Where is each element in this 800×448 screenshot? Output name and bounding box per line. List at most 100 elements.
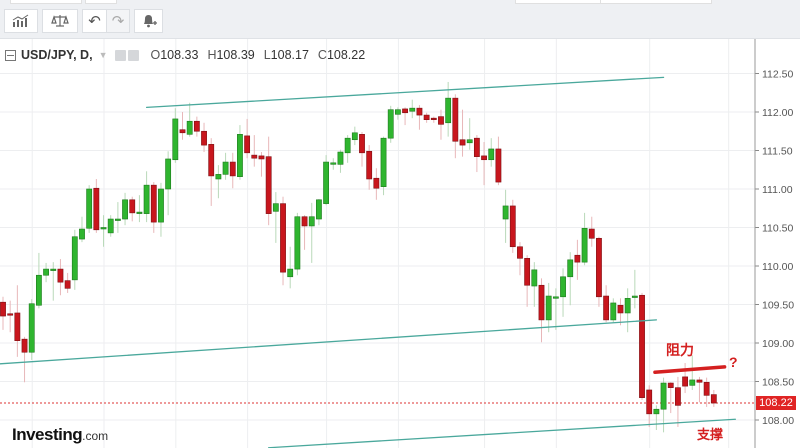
candle-body: [667, 382, 674, 388]
candle-body: [624, 298, 631, 314]
candle-body: [394, 109, 401, 115]
candle-body: [79, 228, 85, 240]
candle-body: [402, 108, 408, 114]
chart-legend: USD/JPY, D, ▼ O108.33 H108.39 L108.17 C1…: [5, 48, 365, 62]
y-tick-label: 111.00: [762, 184, 793, 196]
candle-body: [21, 338, 28, 353]
candle-body: [258, 155, 265, 160]
collapse-legend-icon[interactable]: [5, 49, 16, 61]
candle-body: [251, 154, 258, 159]
candle-body: [201, 130, 207, 146]
candle-body: [481, 155, 487, 161]
candle-body: [35, 274, 42, 306]
candle-body: [179, 129, 186, 134]
candle-body: [222, 161, 229, 175]
candle-body: [660, 382, 667, 410]
candle-body: [581, 227, 588, 263]
y-tick-label: 108.50: [762, 377, 794, 389]
lower-channel-trendline: [0, 319, 658, 365]
redo-button[interactable]: ↷: [106, 9, 130, 33]
compare-button[interactable]: [42, 9, 78, 33]
undo-button[interactable]: ↶: [82, 9, 106, 33]
candle-body: [531, 269, 538, 287]
candle-body: [509, 205, 516, 248]
candle-body: [301, 216, 308, 227]
candle-body: [631, 295, 638, 298]
candle-body: [359, 134, 365, 154]
candle-body: [567, 259, 574, 278]
candle-body: [430, 117, 437, 120]
candle-body: [617, 304, 624, 314]
visibility-icon[interactable]: [115, 49, 127, 61]
candle-body: [524, 257, 531, 286]
y-tick-label: 109.00: [762, 338, 794, 350]
candle-body: [208, 144, 215, 177]
candle-body: [0, 301, 6, 317]
candle-body: [423, 114, 430, 121]
candle-body: [294, 216, 301, 270]
investing-logo[interactable]: Investing.com: [12, 425, 109, 444]
candle-body: [237, 134, 243, 177]
candle-body: [366, 150, 373, 180]
candle-body: [136, 211, 143, 214]
y-tick-label: 112.50: [762, 69, 793, 81]
candle-body: [387, 109, 394, 139]
alert-bell-plus-icon: [143, 15, 157, 28]
candle-body: [682, 376, 688, 387]
undo-icon: ↶: [88, 13, 101, 30]
candle-body: [107, 218, 114, 234]
candle-body: [100, 227, 107, 230]
candle-body: [416, 107, 423, 116]
symbol-label[interactable]: USD/JPY, D,: [21, 48, 93, 62]
candle-body: [409, 107, 416, 112]
toolbar-tab[interactable]: [85, 0, 117, 4]
candle-body: [272, 203, 279, 212]
candle-body: [229, 161, 236, 177]
candle-body: [639, 294, 645, 398]
candle-body: [172, 118, 179, 161]
y-tick-label: 110.50: [762, 223, 793, 235]
candle-body: [466, 139, 473, 144]
candle-body: [265, 156, 272, 214]
candle-body: [445, 97, 452, 124]
candle-body: [488, 148, 495, 161]
symbol-dropdown-icon[interactable]: ▼: [98, 50, 108, 60]
candle-body: [43, 268, 49, 276]
candle-body: [215, 174, 222, 180]
candle-body: [538, 284, 545, 321]
indicators-button[interactable]: [4, 9, 38, 33]
candle-body: [323, 161, 329, 204]
candle-body: [71, 236, 78, 281]
candle-body: [330, 162, 337, 165]
candle-body: [86, 188, 93, 229]
candle-body: [186, 120, 193, 135]
scale-balance-icon: [51, 15, 69, 27]
redo-icon: ↷: [111, 13, 125, 30]
y-tick-label: 111.50: [762, 146, 793, 158]
toolbar-tab[interactable]: [10, 0, 82, 4]
candle-body: [689, 379, 696, 386]
candle-body: [675, 387, 681, 406]
candle-body: [588, 228, 595, 239]
candle-body: [93, 187, 100, 231]
open-value: O108.33: [150, 48, 199, 62]
candle-body: [653, 408, 660, 415]
candle-body: [560, 276, 566, 298]
candle-body: [373, 177, 380, 189]
candle-body: [459, 139, 466, 146]
candle-body: [14, 312, 21, 341]
toolbar-tab[interactable]: [600, 0, 712, 4]
candle-body: [129, 199, 136, 214]
candle-body: [545, 295, 552, 321]
candle-body: [473, 137, 480, 157]
settings-icon[interactable]: [128, 49, 140, 61]
support-trendline: [268, 418, 737, 448]
candle-body: [351, 132, 358, 141]
last-price-tag: 108.22: [756, 396, 796, 410]
candle-body: [710, 394, 717, 404]
y-tick-label: 108.00: [762, 415, 794, 427]
candle-body: [316, 199, 322, 220]
alert-button[interactable]: [134, 9, 163, 33]
candle-body: [610, 302, 617, 321]
